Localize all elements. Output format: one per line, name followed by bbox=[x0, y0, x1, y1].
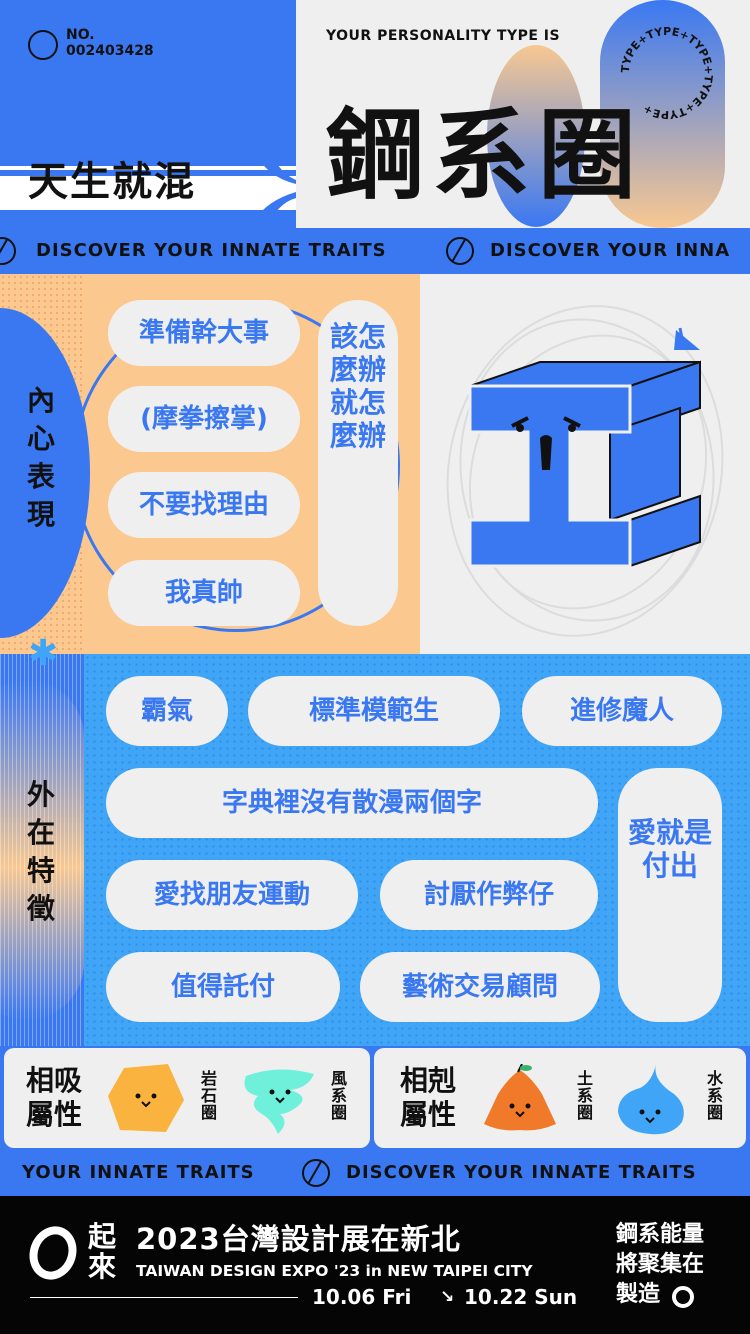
logo-o-small-icon bbox=[672, 1286, 694, 1308]
ticker-top-text: DISCOVER YOUR INNATE TRAITS bbox=[36, 240, 387, 261]
line-texture bbox=[0, 654, 84, 1046]
inner-vertical-pill: 該怎麼辦就怎麼辦 bbox=[318, 300, 398, 626]
footer-tagline: 鋼系能量 將聚集在 製造 bbox=[616, 1222, 705, 1307]
logo-text: 起來 bbox=[87, 1220, 116, 1283]
inner-label: 內心表現 bbox=[26, 384, 55, 531]
arrow-graphic bbox=[0, 142, 296, 228]
gradient-oval-left bbox=[487, 45, 585, 227]
footer-divider bbox=[30, 1297, 298, 1298]
number-label: NO. bbox=[66, 27, 95, 43]
date-end: 10.22 Sun bbox=[464, 1285, 578, 1309]
footer bbox=[0, 1196, 750, 1334]
slash-circle-icon bbox=[446, 237, 474, 265]
conflict-type-1: 土系圈 bbox=[576, 1069, 593, 1122]
ticker-bottom-text: DISCOVER YOUR INNATE TRAITS bbox=[346, 1162, 697, 1183]
personality-type-name: 鋼系圈 bbox=[326, 99, 645, 213]
outer-pill: 霸氣 bbox=[106, 676, 228, 746]
outer-pill: 字典裡沒有散漫兩個字 bbox=[106, 768, 598, 838]
number-value: 002403428 bbox=[66, 43, 154, 59]
inner-pill: 我真帥 bbox=[108, 560, 300, 626]
number-block: NO. 002403428 bbox=[66, 27, 154, 59]
inner-pill: (摩拳擦掌) bbox=[108, 386, 300, 452]
personality-intro: YOUR PERSONALITY TYPE IS bbox=[326, 28, 561, 44]
expo-subtitle: TAIWAN DESIGN EXPO '23 in NEW TAIPEI CIT… bbox=[136, 1262, 533, 1280]
compatible-type-1: 岩石圈 bbox=[200, 1069, 217, 1122]
gradient-oval-right bbox=[600, 0, 725, 228]
outer-pill: 愛找朋友運動 bbox=[106, 860, 358, 930]
type-badge-icon: TYPE+TYPE+TYPE+TYPE+TYPE+ bbox=[619, 25, 715, 121]
character-area bbox=[416, 274, 750, 663]
inner-pill: 準備幹大事 bbox=[108, 300, 300, 366]
slash-circle-icon bbox=[302, 1159, 330, 1187]
outer-pill: 討厭作弊仔 bbox=[380, 860, 598, 930]
expo-title: 2023台灣設計展在新北 bbox=[136, 1222, 461, 1256]
asterisk-icon: ✱ bbox=[28, 633, 59, 674]
conflict-box bbox=[374, 1048, 746, 1148]
wind-mascot-icon bbox=[244, 1069, 314, 1134]
outer-gradient-oval bbox=[0, 680, 84, 1020]
earth-mascot-icon bbox=[484, 1064, 556, 1131]
rock-mascot-icon bbox=[108, 1064, 184, 1132]
outer-pill: 值得託付 bbox=[106, 952, 340, 1022]
ticker-bottom-text-cut: YOUR INNATE TRAITS bbox=[22, 1162, 255, 1183]
outer-pill: 藝術交易顧問 bbox=[360, 952, 600, 1022]
outer-pill: 標準模範生 bbox=[248, 676, 500, 746]
date-arrow-icon: ↘ bbox=[440, 1287, 455, 1307]
ticker-bottom: YOUR INNATE TRAITS DISCOVER YOUR INNATE … bbox=[0, 1150, 750, 1196]
outer-pill: 進修魔人 bbox=[522, 676, 722, 746]
ticker-top: DISCOVER YOUR INNATE TRAITS DISCOVER YOU… bbox=[0, 228, 750, 274]
compatible-type-2: 風系圈 bbox=[330, 1069, 347, 1122]
steel-beam-mascot-icon bbox=[468, 327, 701, 568]
water-mascot-icon bbox=[618, 1064, 684, 1135]
compatible-label: 相吸 屬性 bbox=[26, 1064, 83, 1131]
date-start: 10.06 Fri bbox=[312, 1285, 412, 1309]
outer-vertical-pill: 愛就是付出 bbox=[618, 768, 722, 1022]
outer-label: 外在特徵 bbox=[26, 778, 55, 925]
number-circle-icon bbox=[28, 30, 58, 60]
compatible-box bbox=[4, 1048, 370, 1148]
ticker-top-text-cut: DISCOVER YOUR INNA bbox=[490, 240, 731, 261]
conflict-label: 相剋 屬性 bbox=[400, 1064, 457, 1131]
conflict-type-2: 水系圈 bbox=[706, 1069, 723, 1122]
slogan: 天生就混 bbox=[28, 159, 196, 205]
inner-pill: 不要找理由 bbox=[108, 472, 300, 538]
slash-circle-icon bbox=[0, 237, 16, 265]
